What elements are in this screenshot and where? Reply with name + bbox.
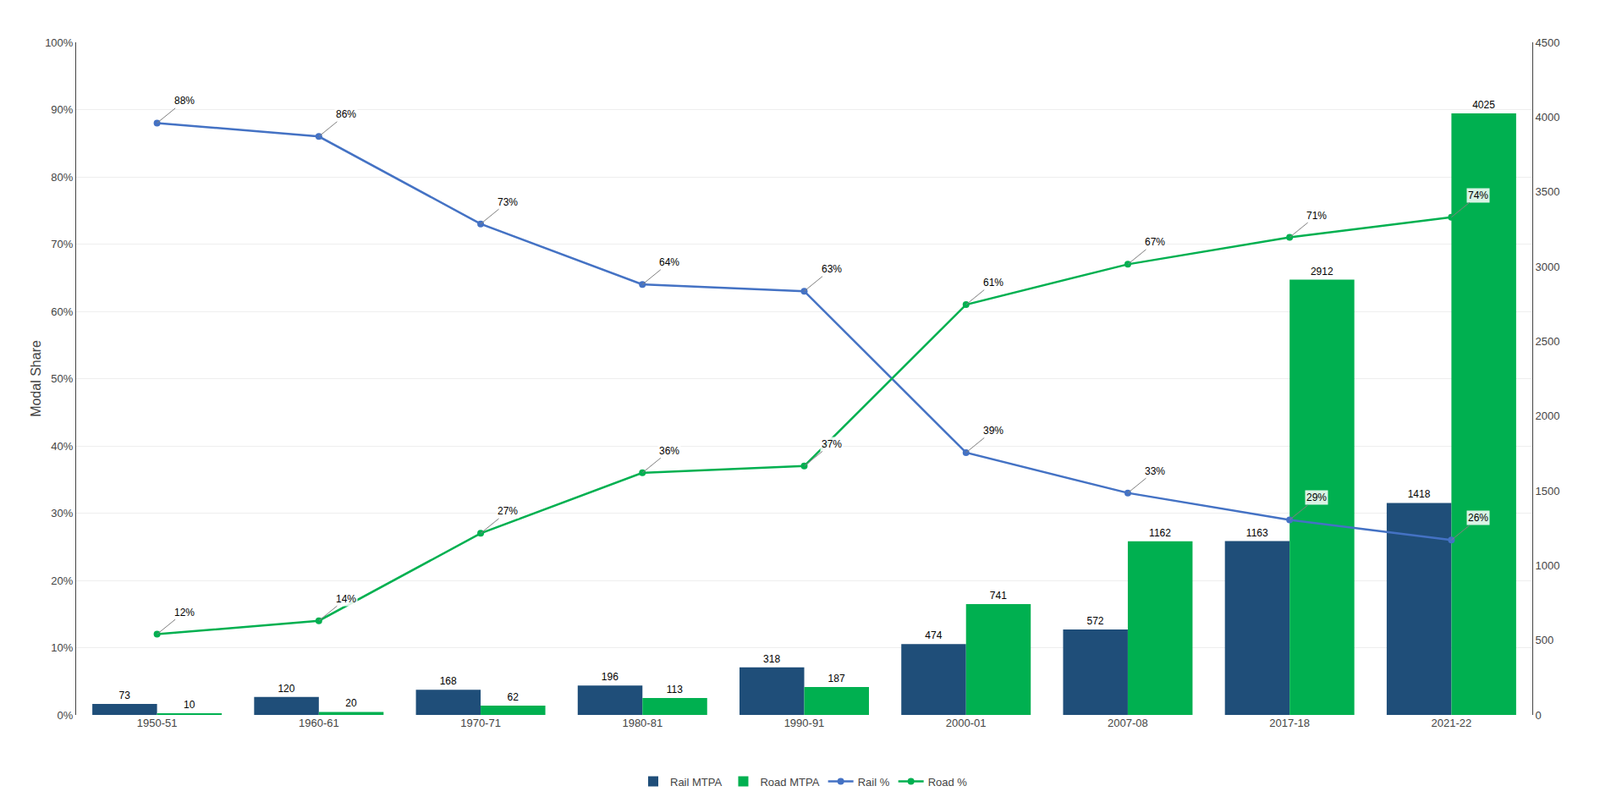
svg-text:2500: 2500 [1535, 335, 1561, 348]
svg-text:20%: 20% [50, 574, 73, 588]
svg-text:2021-22: 2021-22 [1431, 716, 1473, 730]
svg-text:4025: 4025 [1472, 98, 1496, 111]
svg-text:74%: 74% [1468, 189, 1489, 202]
svg-text:2000-01: 2000-01 [945, 716, 987, 730]
svg-text:2000: 2000 [1535, 409, 1561, 423]
svg-text:37%: 37% [821, 438, 842, 451]
svg-text:4000: 4000 [1535, 110, 1561, 124]
svg-text:36%: 36% [659, 445, 680, 457]
svg-text:1950-51: 1950-51 [137, 716, 178, 730]
svg-text:1960-61: 1960-61 [298, 716, 340, 730]
svg-text:187: 187 [828, 672, 846, 685]
svg-text:20: 20 [345, 697, 358, 710]
svg-text:500: 500 [1535, 633, 1555, 647]
svg-text:1418: 1418 [1407, 488, 1431, 501]
svg-text:10: 10 [183, 698, 196, 711]
svg-text:60%: 60% [50, 305, 73, 319]
svg-text:2912: 2912 [1310, 265, 1334, 278]
svg-text:3000: 3000 [1535, 260, 1561, 274]
svg-text:4500: 4500 [1535, 36, 1561, 50]
svg-text:572: 572 [1087, 615, 1105, 627]
svg-text:474: 474 [924, 629, 942, 642]
svg-text:1990-91: 1990-91 [784, 716, 825, 730]
svg-text:113: 113 [666, 683, 683, 696]
svg-text:80%: 80% [50, 170, 73, 184]
svg-text:196: 196 [601, 670, 619, 683]
svg-text:10%: 10% [50, 641, 73, 655]
svg-text:0%: 0% [57, 709, 74, 722]
svg-text:14%: 14% [335, 593, 357, 605]
svg-text:90%: 90% [50, 103, 73, 116]
svg-text:Modal Share: Modal Share [28, 340, 44, 418]
svg-text:73%: 73% [497, 196, 518, 209]
svg-text:168: 168 [439, 675, 457, 688]
svg-text:Road MTPA: Road MTPA [759, 775, 820, 789]
svg-text:2017-18: 2017-18 [1269, 716, 1310, 730]
svg-text:30%: 30% [50, 506, 73, 520]
svg-text:1000: 1000 [1535, 559, 1561, 572]
svg-text:1970-71: 1970-71 [460, 716, 501, 730]
svg-text:88%: 88% [174, 94, 195, 107]
svg-text:64%: 64% [659, 256, 680, 269]
svg-text:1163: 1163 [1246, 527, 1269, 539]
svg-text:1162: 1162 [1149, 527, 1172, 539]
svg-text:1980-81: 1980-81 [621, 716, 663, 730]
svg-text:63%: 63% [821, 263, 842, 275]
svg-text:73: 73 [119, 689, 132, 702]
svg-text:29%: 29% [1306, 491, 1327, 504]
svg-text:71%: 71% [1306, 209, 1327, 222]
svg-text:27%: 27% [497, 505, 518, 517]
svg-text:40%: 40% [50, 439, 73, 453]
svg-text:318: 318 [763, 653, 781, 666]
svg-text:61%: 61% [983, 276, 1004, 289]
svg-text:39%: 39% [983, 424, 1004, 437]
svg-text:100%: 100% [44, 36, 74, 50]
svg-text:741: 741 [989, 589, 1007, 602]
svg-text:86%: 86% [335, 108, 357, 121]
svg-text:26%: 26% [1468, 511, 1489, 524]
svg-text:12%: 12% [174, 606, 195, 619]
svg-text:1500: 1500 [1535, 484, 1561, 498]
svg-text:Rail MTPA: Rail MTPA [670, 775, 722, 789]
svg-text:2007-08: 2007-08 [1107, 716, 1149, 730]
svg-text:62: 62 [506, 691, 519, 704]
svg-text:Rail %: Rail % [857, 775, 891, 789]
svg-text:120: 120 [277, 682, 295, 695]
svg-text:3500: 3500 [1535, 185, 1561, 198]
svg-text:33%: 33% [1144, 465, 1166, 478]
svg-text:67%: 67% [1144, 236, 1166, 248]
svg-text:Road %: Road % [928, 775, 968, 789]
svg-text:0: 0 [1535, 709, 1542, 722]
svg-text:70%: 70% [50, 237, 73, 251]
svg-text:50%: 50% [50, 372, 73, 385]
